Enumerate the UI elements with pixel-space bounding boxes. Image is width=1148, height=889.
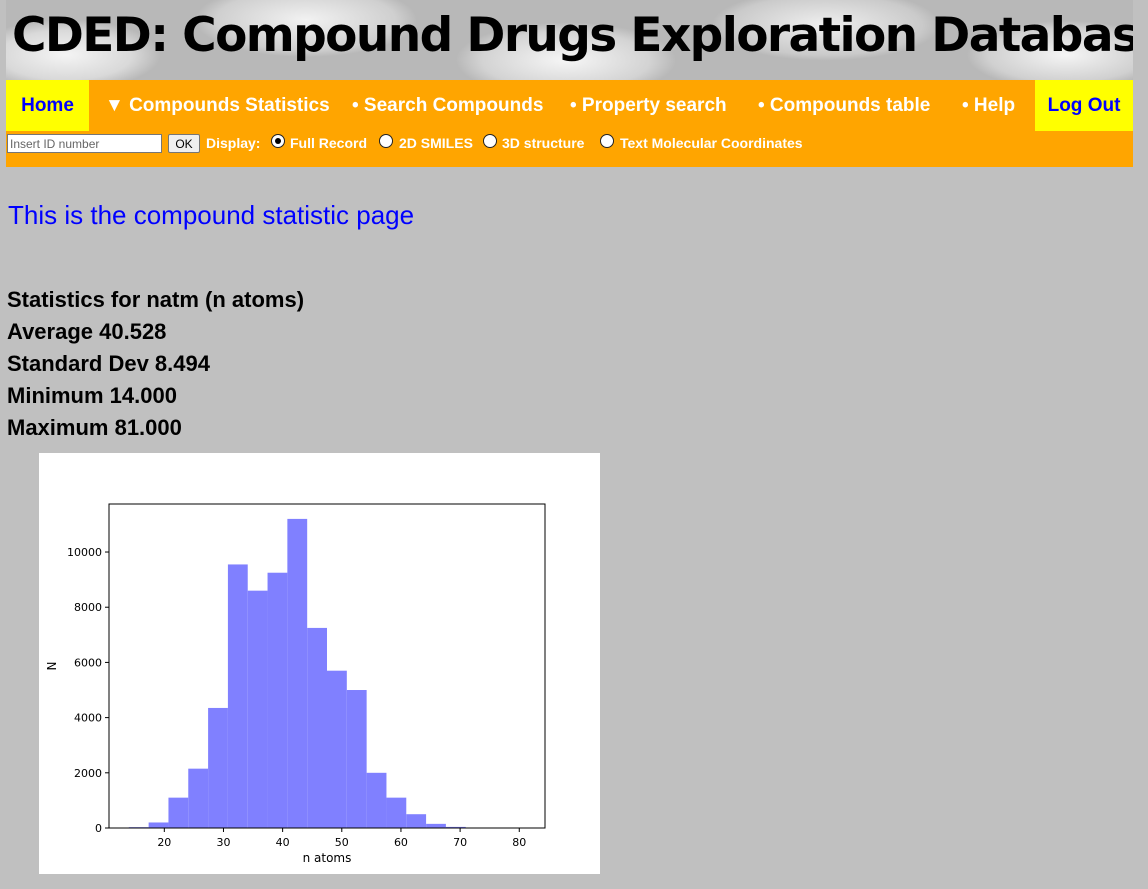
- display-label: Display:: [206, 135, 261, 151]
- histogram-bar: [426, 823, 446, 828]
- histogram-bar: [227, 564, 248, 828]
- radio-full-record[interactable]: [271, 134, 285, 148]
- stat-standard-dev: Standard Dev 8.494: [7, 351, 210, 376]
- logout-button[interactable]: Log Out: [1035, 80, 1133, 131]
- nav-compounds-statistics[interactable]: ▼ Compounds Statistics: [105, 95, 330, 116]
- x-tick-label: 60: [394, 836, 408, 849]
- histogram-bar: [327, 670, 347, 828]
- radio-3d-structure[interactable]: [483, 134, 497, 148]
- histogram-bar: [148, 822, 169, 828]
- nav-help[interactable]: • Help: [962, 95, 1016, 116]
- option-full-record-label: Full Record: [290, 135, 368, 151]
- id-lookup-bar: OK Display: Full Record 2D SMILES 3D str…: [6, 131, 1133, 157]
- histogram-bar: [307, 627, 327, 828]
- header-banner: CDED: Compound Drugs Exploration Databas…: [6, 0, 1133, 80]
- stat-average: Average 40.528: [7, 319, 167, 344]
- stats-title: Statistics for natm (n atoms): [7, 287, 305, 312]
- histogram-bar: [406, 814, 427, 828]
- site-title: CDED: Compound Drugs Exploration Databas…: [12, 8, 1133, 63]
- x-tick-label: 20: [157, 836, 171, 849]
- y-tick-label: 6000: [74, 656, 102, 669]
- histogram-bar: [386, 797, 407, 828]
- histogram-bar: [168, 797, 189, 828]
- histogram-bar: [188, 768, 209, 828]
- nav-compounds-table[interactable]: • Compounds table: [758, 95, 931, 116]
- option-text-molecular-coordinates-label: Text Molecular Coordinates: [620, 135, 803, 151]
- nav-bar: Home ▼ Compounds Statistics • Search Com…: [6, 80, 1133, 167]
- x-tick-label: 70: [453, 836, 467, 849]
- x-tick-label: 80: [512, 836, 526, 849]
- radio-2d-smiles[interactable]: [379, 134, 393, 148]
- nav-home-link[interactable]: Home: [6, 80, 89, 131]
- id-number-input[interactable]: [7, 134, 162, 153]
- histogram-bar: [366, 772, 387, 828]
- histogram-bar: [445, 826, 466, 828]
- histogram-bar: [287, 518, 308, 828]
- x-tick-label: 40: [276, 836, 290, 849]
- y-tick-label: 8000: [74, 601, 102, 614]
- ok-button[interactable]: OK: [168, 134, 200, 153]
- histogram-svg: 20 30 40 50 60 70 80 0 2000 4000 6000 8000 10000 n at…: [45, 503, 546, 865]
- x-tick-label: 30: [216, 836, 230, 849]
- stat-maximum: Maximum 81.000: [7, 415, 182, 440]
- nav-property-search[interactable]: • Property search: [570, 95, 727, 116]
- x-axis-label: n atoms: [303, 851, 352, 865]
- option-2d-smiles-label: 2D SMILES: [399, 135, 473, 151]
- y-tick-label: 4000: [74, 712, 102, 725]
- x-tick-label: 50: [335, 836, 349, 849]
- y-tick-label: 0: [95, 822, 102, 835]
- histogram-bar: [247, 590, 268, 828]
- histogram-chart: 20 30 40 50 60 70 80 0 2000 4000 6000 8000 10000 n at…: [39, 453, 600, 874]
- histogram-bar: [346, 690, 367, 828]
- y-tick-label: 2000: [74, 767, 102, 780]
- y-tick-label: 10000: [67, 546, 102, 559]
- histogram-bar: [208, 707, 228, 828]
- page-heading: This is the compound statistic page: [8, 200, 415, 230]
- radio-text-molecular-coordinates[interactable]: [600, 134, 614, 148]
- histogram-bar: [267, 572, 288, 828]
- nav-search-compounds[interactable]: • Search Compounds: [352, 95, 544, 116]
- option-3d-structure-label: 3D structure: [502, 135, 585, 151]
- y-axis-label: N: [45, 662, 59, 671]
- plot-frame: [108, 503, 546, 829]
- stat-minimum: Minimum 14.000: [7, 383, 177, 408]
